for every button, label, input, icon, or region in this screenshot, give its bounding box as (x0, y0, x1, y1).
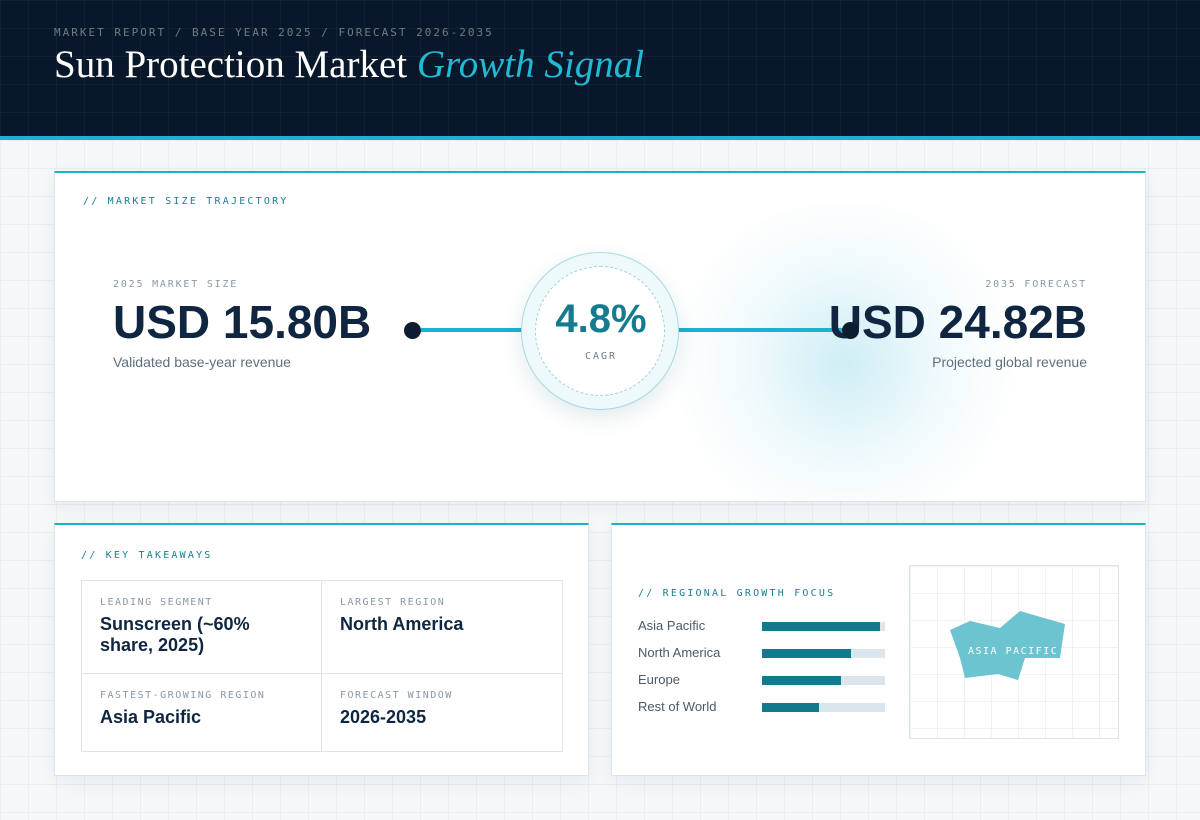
trajectory-line-right (675, 328, 847, 332)
base-year-label: 2025 MARKET SIZE (113, 279, 239, 290)
market-size-trajectory-card: // MARKET SIZE TRAJECTORY 2025 MARKET SI… (54, 171, 1146, 502)
takeaway-largest-region: LARGEST REGION North America (322, 581, 562, 674)
region-bar-fill (762, 676, 841, 685)
takeaway-value: 2026-2035 (340, 707, 427, 727)
map-region-label: ASIA PACIFIC (968, 646, 1059, 657)
region-bar-row: Asia Pacific (638, 618, 886, 634)
header-banner: MARKET REPORT / BASE YEAR 2025 / FORECAS… (0, 0, 1200, 140)
base-year-caption: Validated base-year revenue (113, 354, 291, 370)
key-takeaways-card: // KEY TAKEAWAYS LEADING SEGMENT Sunscre… (54, 523, 589, 776)
takeaway-value: Asia Pacific (100, 707, 202, 727)
regional-section-label: // REGIONAL GROWTH FOCUS (638, 588, 836, 599)
region-bar-fill (762, 649, 851, 658)
takeaway-label: FORECAST WINDOW (340, 690, 453, 701)
region-name: Rest of World (638, 699, 717, 714)
region-name: Asia Pacific (638, 618, 706, 633)
background-glow (655, 203, 1035, 501)
start-dot (404, 322, 421, 339)
region-bar-fill (762, 703, 819, 712)
forecast-value: USD 24.82B (828, 296, 1087, 348)
region-bar-fill (762, 622, 881, 631)
takeaway-label: LEADING SEGMENT (100, 597, 213, 608)
takeaway-value: North America (340, 614, 464, 634)
trajectory-section-label: // MARKET SIZE TRAJECTORY (83, 196, 289, 207)
cagr-badge: 4.8% CAGR (521, 252, 679, 410)
region-bar-row: Rest of World (638, 699, 886, 715)
takeaways-section-label: // KEY TAKEAWAYS (81, 550, 213, 561)
cagr-inner-ring: 4.8% CAGR (535, 266, 665, 396)
cagr-value: 4.8% (555, 297, 647, 341)
region-name: North America (638, 645, 721, 660)
takeaway-leading-segment: LEADING SEGMENT Sunscreen (~60% share, 2… (82, 581, 322, 674)
takeaway-label: LARGEST REGION (340, 597, 446, 608)
takeaway-label: FASTEST-GROWING REGION (100, 690, 266, 701)
region-bar-row: Europe (638, 672, 886, 688)
region-map: ASIA PACIFIC (909, 565, 1119, 739)
cagr-label: CAGR (584, 351, 618, 362)
region-bar-track (762, 622, 885, 631)
region-bar-track (762, 676, 885, 685)
regional-growth-card: // REGIONAL GROWTH FOCUS Asia Pacific No… (611, 523, 1146, 776)
end-dot (842, 322, 859, 339)
takeaways-grid: LEADING SEGMENT Sunscreen (~60% share, 2… (81, 580, 563, 752)
takeaway-forecast-window: FORECAST WINDOW 2026-2035 (322, 674, 562, 751)
takeaway-value: Sunscreen (~60% share, 2025) (100, 614, 250, 655)
forecast-caption: Projected global revenue (932, 354, 1087, 370)
report-kicker: MARKET REPORT / BASE YEAR 2025 / FORECAS… (54, 26, 494, 39)
page-title: Sun Protection Market Growth Signal (54, 42, 644, 87)
forecast-label: 2035 FORECAST (985, 279, 1087, 290)
region-bar-track (762, 649, 885, 658)
title-accent: Growth Signal (416, 43, 645, 86)
region-bar-row: North America (638, 645, 886, 661)
trajectory-line-left (421, 328, 525, 332)
base-year-value: USD 15.80B (113, 296, 372, 348)
takeaway-fastest-growing-region: FASTEST-GROWING REGION Asia Pacific (82, 674, 322, 751)
title-main: Sun Protection Market (54, 43, 408, 86)
asia-pacific-shape (950, 611, 1065, 680)
region-bar-track (762, 703, 885, 712)
region-name: Europe (638, 672, 680, 687)
